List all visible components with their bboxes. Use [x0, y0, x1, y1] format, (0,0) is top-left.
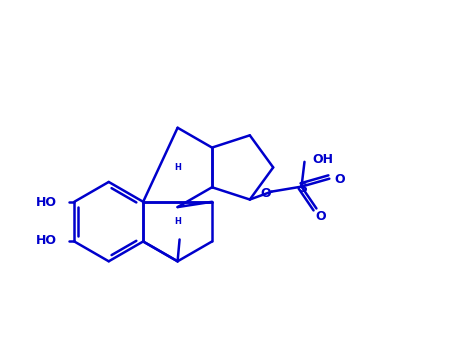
- Text: O: O: [315, 210, 326, 223]
- Text: O: O: [334, 173, 344, 186]
- Text: OH: OH: [313, 153, 334, 166]
- Text: HO: HO: [35, 196, 56, 209]
- Text: O: O: [260, 187, 271, 200]
- Text: H: H: [174, 217, 181, 226]
- Text: HO: HO: [35, 234, 56, 247]
- Text: S: S: [298, 182, 307, 195]
- Text: H: H: [174, 163, 181, 172]
